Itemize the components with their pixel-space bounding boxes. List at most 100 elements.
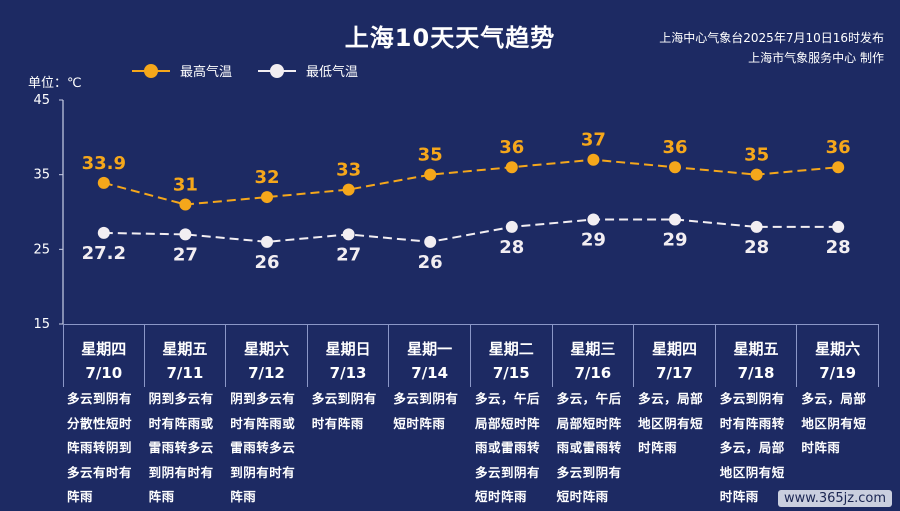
data-point-high: [261, 191, 273, 204]
data-label-high: 33.9: [82, 153, 126, 174]
forecast-description: 多云，局部地区阴有短时阵雨: [638, 391, 704, 455]
weekday-label: 星期日: [325, 340, 371, 358]
data-label-low: 28: [826, 237, 851, 258]
data-label-low: 27: [336, 244, 361, 265]
date-label: 7/15: [492, 364, 530, 382]
legend-label-low: 最低气温: [306, 65, 359, 80]
y-tick-label: 35: [33, 168, 50, 183]
data-label-high: 31: [173, 175, 198, 196]
y-tick-label: 15: [33, 317, 50, 332]
data-label-low: 28: [744, 237, 769, 258]
page-title: 上海10天天气趋势: [344, 24, 556, 52]
date-label: 7/16: [574, 364, 612, 382]
weekday-label: 星期五: [162, 340, 208, 358]
weekday-label: 星期二: [488, 340, 534, 358]
data-label-high: 37: [581, 130, 606, 151]
data-point-low: [505, 220, 518, 233]
data-label-low: 26: [418, 252, 443, 273]
data-point-high: [669, 161, 681, 174]
weekday-label: 星期六: [243, 340, 289, 358]
forecast-description: 阴到多云有时有阵雨或雷雨转多云到阴有时有阵雨: [230, 391, 296, 504]
forecast-description: 多云到阴有分散性短时阵雨转阴到多云有时有阵雨: [67, 391, 133, 504]
date-label: 7/13: [329, 364, 367, 382]
chart-legend: 最高气温 最低气温: [132, 61, 358, 80]
data-point-low: [179, 228, 192, 241]
data-label-high: 35: [744, 145, 769, 166]
issuer-info: 上海中心气象台2025年7月10日16时发布 上海市气象服务中心 制作: [659, 28, 884, 68]
data-point-low: [587, 213, 600, 226]
data-point-high: [505, 161, 518, 174]
data-label-high: 35: [418, 145, 443, 166]
issuer-line-1: 上海中心气象台2025年7月10日16时发布: [659, 31, 884, 45]
weekday-label: 星期三: [570, 340, 616, 358]
legend-label-high: 最高气温: [180, 65, 233, 80]
legend-item-high: 最高气温: [132, 61, 232, 80]
forecast-description: 多云，午后局部短时阵雨或雷雨转多云到阴有短时阵雨: [556, 391, 622, 504]
data-point-high: [179, 198, 192, 211]
date-label: 7/19: [819, 364, 857, 382]
weekday-label: 星期六: [815, 340, 861, 358]
data-point-high: [750, 168, 763, 181]
forecast-description: 多云到阴有时有阵雨: [311, 391, 377, 431]
forecast-description: 多云，局部地区阴有短时阵雨: [801, 391, 867, 455]
data-label-low: 27.2: [82, 243, 126, 264]
weekday-label: 星期四: [651, 340, 697, 358]
day-cell: 星期三 7/16: [553, 325, 635, 387]
series-line-high: [103, 158, 839, 206]
y-axis-unit: 单位：℃: [28, 76, 82, 91]
day-cell: 星期五 7/11: [145, 325, 227, 387]
data-point-high: [587, 153, 600, 166]
data-label-low: 29: [581, 229, 606, 250]
data-point-low: [97, 226, 110, 239]
forecast-description: 阴到多云有时有阵雨或雷雨转多云到阴有时有阵雨: [148, 391, 214, 504]
data-point-low: [424, 235, 437, 248]
day-header-row: 星期四 7/10 星期五 7/11 星期六 7/12 星期日 7/13 星期一 7/14 星期二 7/…: [63, 324, 879, 387]
weekday-label: 星期五: [733, 340, 779, 358]
data-point-low: [669, 213, 681, 226]
date-label: 7/11: [166, 364, 204, 382]
data-point-low: [342, 228, 355, 241]
series-line-low: [103, 218, 839, 243]
day-cell: 星期四 7/10: [63, 325, 145, 387]
data-label-high: 33: [336, 160, 361, 181]
data-point-high: [832, 161, 845, 174]
data-point-low: [832, 220, 845, 233]
data-label-low: 28: [499, 237, 524, 258]
day-cell: 星期四 7/17: [634, 325, 716, 387]
date-label: 7/14: [411, 364, 449, 382]
day-cell: 星期六 7/19: [797, 325, 879, 387]
data-label-low: 29: [662, 229, 687, 250]
data-point-high: [342, 183, 355, 196]
data-label-high: 32: [254, 167, 279, 188]
issuer-line-2: 上海市气象服务中心 制作: [748, 51, 884, 65]
y-tick-label: 25: [33, 242, 50, 257]
day-cell: 星期一 7/14: [389, 325, 471, 387]
data-label-low: 27: [173, 244, 198, 265]
legend-item-low: 最低气温: [258, 61, 358, 80]
forecast-description: 多云，午后局部短时阵雨或雷雨转多云到阴有短时阵雨: [474, 391, 540, 504]
forecast-description: 多云到阴有时有阵雨转多云，局部地区阴有短时阵雨: [719, 391, 785, 504]
data-label-low: 26: [254, 252, 279, 273]
watermark: www.365jz.com: [778, 490, 892, 507]
day-cell: 星期二 7/15: [471, 325, 553, 387]
weekday-label: 星期四: [81, 340, 127, 358]
day-cell: 星期五 7/18: [716, 325, 798, 387]
date-label: 7/10: [85, 364, 123, 382]
day-cell: 星期六 7/12: [226, 325, 308, 387]
data-point-high: [424, 168, 437, 181]
data-point-low: [261, 235, 273, 248]
day-cell: 星期日 7/13: [308, 325, 390, 387]
y-tick-label: 45: [33, 93, 50, 108]
forecast-description-row: 多云到阴有分散性短时阵雨转阴到多云有时有阵雨 阴到多云有时有阵雨或雷雨转多云到阴有…: [63, 386, 879, 510]
weekday-label: 星期一: [407, 340, 453, 358]
data-label-high: 36: [662, 137, 687, 158]
data-point-low: [750, 220, 763, 233]
data-label-high: 36: [826, 137, 851, 158]
date-label: 7/12: [248, 364, 285, 382]
data-label-high: 36: [499, 137, 524, 158]
data-point-high: [97, 176, 110, 189]
legend-swatch-high: [132, 63, 170, 78]
date-label: 7/18: [737, 364, 775, 382]
date-label: 7/17: [656, 364, 693, 382]
